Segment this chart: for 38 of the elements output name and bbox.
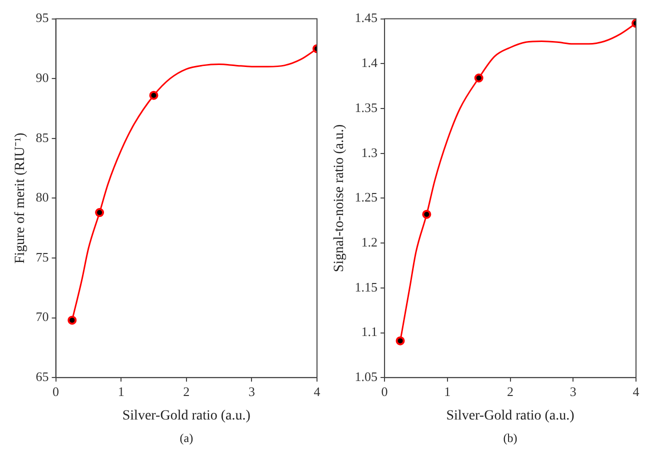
y-tick-label: 1.05	[354, 369, 378, 384]
x-tick-label: 4	[632, 384, 640, 399]
point	[396, 336, 405, 346]
x-tick-label: 3	[248, 384, 255, 399]
y-tick-label: 70	[36, 309, 49, 324]
x-tick-label: 0	[52, 384, 60, 399]
x-tick-label: 4	[314, 384, 321, 399]
point	[149, 90, 158, 100]
y-axis-title: Figure of merit (RIU⁻¹)	[13, 132, 28, 264]
y-tick-label: 80	[36, 190, 49, 205]
x-tick-label: 1	[444, 384, 451, 399]
y-tick-label: 1.2	[361, 234, 378, 250]
y-tick-label: 1.3	[361, 144, 378, 160]
x-axis-title: Silver-Gold ratio (a.u.)	[122, 408, 251, 424]
x-tick-label: 3	[570, 384, 576, 399]
y-tick-label: 85	[36, 130, 49, 145]
x-tick-label: 2	[183, 384, 190, 399]
y-tick-label: 65	[36, 369, 49, 384]
x-axis-title: Silver-Gold ratio (a.u.)	[446, 408, 575, 424]
y-tick-label: 1.1	[361, 324, 378, 340]
text: (a)	[180, 431, 194, 445]
y-tick-label: 90	[36, 70, 49, 86]
point	[422, 210, 432, 219]
y-tick-label: 95	[36, 10, 49, 26]
y-tick-label: 75	[36, 249, 49, 264]
y-tick-label: 1.45	[354, 10, 378, 26]
point	[474, 74, 484, 82]
point	[68, 316, 77, 325]
y-tick-label: 1.35	[354, 100, 378, 115]
y-tick-label: 1.15	[354, 279, 378, 294]
x-tick-label: 1	[118, 384, 124, 399]
x-tick-label: 0	[381, 384, 388, 399]
y-tick-label: 1.4	[361, 55, 378, 70]
y-axis-title: Signal-to-noise ratio (a.u.)	[332, 124, 348, 272]
y-tick-label: 1.25	[354, 190, 378, 205]
point	[95, 208, 104, 218]
text: (b)	[503, 431, 518, 445]
x-tick-label: 2	[507, 384, 514, 399]
